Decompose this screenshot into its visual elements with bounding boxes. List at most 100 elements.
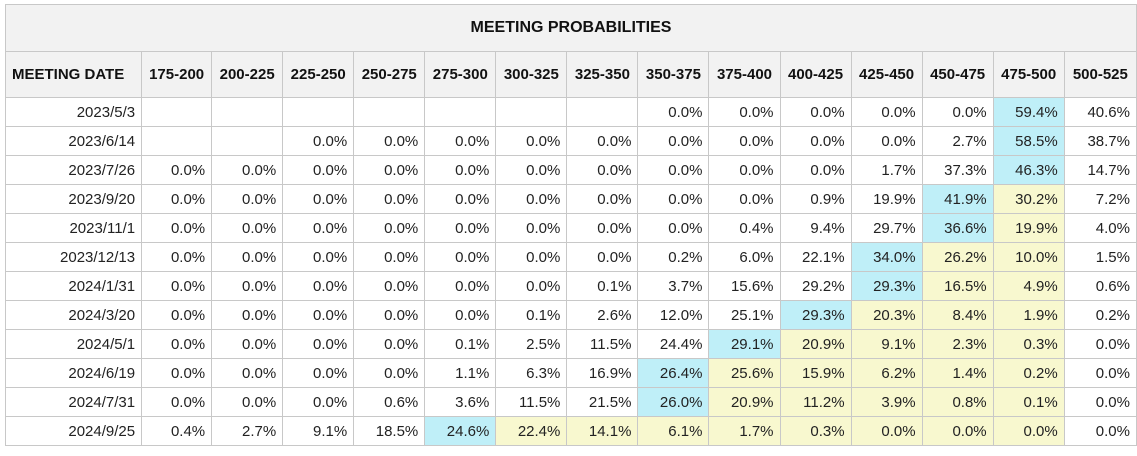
probability-cell: 26.0% [637, 387, 710, 417]
probability-cell: 0.0% [353, 155, 426, 185]
column-header-475-500: 475-500 [992, 51, 1065, 98]
probability-cell: 6.0% [708, 242, 781, 272]
probability-cell: 0.0% [282, 184, 355, 214]
probability-cell: 2.7% [921, 126, 994, 156]
probability-cell: 0.0% [424, 213, 497, 243]
column-header-175-200: 175-200 [141, 51, 213, 98]
probability-cell: 0.0% [211, 387, 284, 417]
column-header-275-300: 275-300 [424, 51, 497, 98]
probability-cell: 0.0% [353, 184, 426, 214]
probability-cell: 21.5% [566, 387, 639, 417]
probability-cell: 0.0% [921, 97, 994, 127]
meeting-date-cell: 2023/12/13 [4, 242, 143, 272]
probability-cell: 15.9% [779, 358, 852, 388]
column-header-375-400: 375-400 [708, 51, 781, 98]
probability-cell: 1.7% [708, 416, 781, 446]
probability-cell: 22.4% [495, 416, 568, 446]
probability-cell: 0.0% [1063, 387, 1137, 417]
probability-cell: 0.0% [850, 97, 923, 127]
probability-cell: 0.2% [637, 242, 710, 272]
probability-cell: 0.0% [495, 126, 568, 156]
probability-cell: 0.0% [353, 271, 426, 301]
probability-cell: 0.0% [708, 155, 781, 185]
probability-cell: 0.6% [1063, 271, 1137, 301]
meeting-date-cell: 2024/6/19 [4, 358, 143, 388]
probability-cell: 0.0% [495, 271, 568, 301]
probability-cell: 29.3% [779, 300, 852, 330]
probability-cell: 1.9% [992, 300, 1065, 330]
meeting-probabilities-table: MEETING PROBABILITIES MEETING DATE 175-2… [4, 4, 1137, 446]
probability-cell: 20.3% [850, 300, 923, 330]
probability-cell: 0.0% [141, 329, 213, 359]
probability-cell: 38.7% [1063, 126, 1137, 156]
probability-cell: 0.0% [282, 387, 355, 417]
probability-cell: 0.0% [141, 155, 213, 185]
table-row: 2023/5/3 0.0% 0.0% 0.0% 0.0% 0.0% 59.4% 40.6% [4, 97, 1137, 127]
probability-cell: 2.3% [921, 329, 994, 359]
probability-cell: 58.5% [992, 126, 1065, 156]
probability-cell: 2.5% [495, 329, 568, 359]
probability-cell: 29.2% [779, 271, 852, 301]
probability-cell: 0.0% [141, 300, 213, 330]
probability-cell: 0.0% [637, 155, 710, 185]
probability-cell: 6.3% [495, 358, 568, 388]
probability-cell: 0.0% [211, 358, 284, 388]
probability-cell: 0.4% [141, 416, 213, 446]
probability-cell: 4.0% [1063, 213, 1137, 243]
probability-cell: 41.9% [921, 184, 994, 214]
probability-cell: 0.0% [211, 242, 284, 272]
probability-cell [211, 126, 284, 156]
column-header-450-475: 450-475 [921, 51, 994, 98]
probability-cell: 0.0% [566, 184, 639, 214]
column-header-425-450: 425-450 [850, 51, 923, 98]
probability-cell: 3.9% [850, 387, 923, 417]
probability-cell: 0.0% [708, 126, 781, 156]
probability-cell [282, 97, 355, 127]
probability-cell: 1.7% [850, 155, 923, 185]
probability-cell: 0.0% [141, 387, 213, 417]
probability-cell: 0.0% [779, 155, 852, 185]
probability-cell: 0.3% [992, 329, 1065, 359]
probability-cell: 0.0% [211, 300, 284, 330]
probability-cell: 0.0% [637, 213, 710, 243]
probability-cell: 24.4% [637, 329, 710, 359]
probability-cell: 0.0% [353, 329, 426, 359]
probability-cell: 0.0% [211, 329, 284, 359]
table-row: 2023/11/1 0.0% 0.0% 0.0% 0.0% 0.0% 0.0% 0.0% 0.0… [4, 213, 1137, 243]
probability-cell: 6.2% [850, 358, 923, 388]
probability-cell: 0.0% [353, 300, 426, 330]
meeting-probabilities-panel: MEETING PROBABILITIES MEETING DATE 175-2… [4, 4, 1137, 446]
probability-cell [566, 97, 639, 127]
column-header-200-225: 200-225 [211, 51, 284, 98]
probability-cell: 9.1% [282, 416, 355, 446]
probability-cell: 0.0% [282, 271, 355, 301]
probability-cell: 7.2% [1063, 184, 1137, 214]
probability-cell: 0.0% [708, 97, 781, 127]
probability-cell: 0.0% [211, 271, 284, 301]
probability-cell: 59.4% [992, 97, 1065, 127]
probability-cell: 0.0% [282, 242, 355, 272]
probability-cell: 0.0% [424, 271, 497, 301]
meeting-date-cell: 2024/1/31 [4, 271, 143, 301]
column-header-250-275: 250-275 [353, 51, 426, 98]
table-row: 2023/7/26 0.0% 0.0% 0.0% 0.0% 0.0% 0.0% 0.0% 0.0… [4, 155, 1137, 185]
probability-cell: 1.1% [424, 358, 497, 388]
meeting-date-cell: 2023/6/14 [4, 126, 143, 156]
probability-cell: 0.0% [353, 126, 426, 156]
probability-cell [141, 97, 213, 127]
probability-cell: 0.0% [424, 300, 497, 330]
probability-cell: 0.0% [141, 242, 213, 272]
meeting-date-cell: 2023/9/20 [4, 184, 143, 214]
probability-cell: 19.9% [850, 184, 923, 214]
probability-cell: 12.0% [637, 300, 710, 330]
probability-cell: 3.7% [637, 271, 710, 301]
probability-cell: 0.0% [211, 155, 284, 185]
table-row: 2024/7/31 0.0% 0.0% 0.0% 0.6% 3.6% 11.5% 21.5% 2… [4, 387, 1137, 417]
probability-cell: 30.2% [992, 184, 1065, 214]
probability-cell: 2.7% [211, 416, 284, 446]
column-header-300-325: 300-325 [495, 51, 568, 98]
table-title: MEETING PROBABILITIES [5, 4, 1137, 52]
probability-cell: 10.0% [992, 242, 1065, 272]
probability-cell: 40.6% [1063, 97, 1137, 127]
probability-cell: 0.0% [141, 358, 213, 388]
